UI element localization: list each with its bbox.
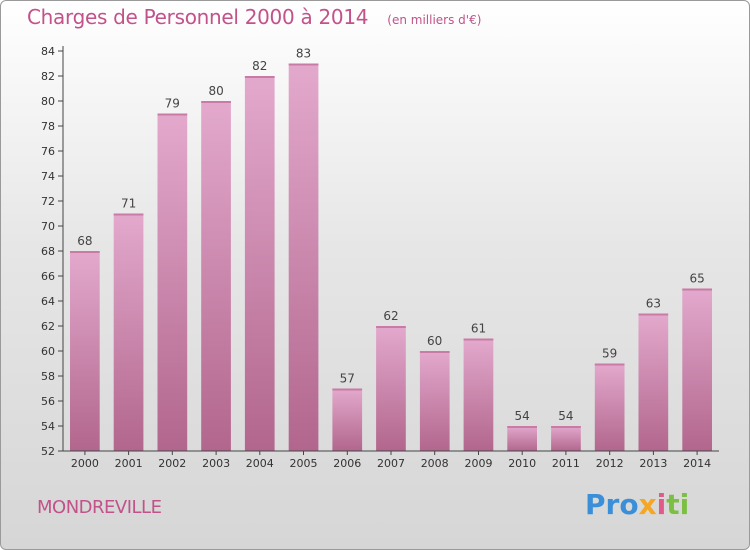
bar-top-edge <box>507 426 537 428</box>
bar-2012 <box>594 363 625 451</box>
y-tick-label: 76 <box>41 145 55 158</box>
bar-2004 <box>244 76 275 451</box>
bar-top-edge <box>332 388 363 391</box>
x-tick-label: 2004 <box>246 457 274 470</box>
y-tick-label: 74 <box>41 170 55 183</box>
x-tick-label: 2011 <box>552 457 580 470</box>
bar-2002 <box>157 113 188 451</box>
data-label: 71 <box>121 197 136 211</box>
bar-top-edge <box>70 251 100 253</box>
y-tick-label: 60 <box>41 345 55 358</box>
y-tick-label: 66 <box>41 270 55 283</box>
x-tick-label: 2009 <box>465 457 493 470</box>
bar-top-edge <box>594 363 625 366</box>
x-tick-label: 2008 <box>421 457 449 470</box>
bar-2007 <box>376 326 406 451</box>
bar-2014 <box>682 288 712 451</box>
bar-top-edge <box>419 351 450 353</box>
y-tick-label: 54 <box>41 420 55 433</box>
bar-top-edge <box>638 313 669 316</box>
y-tick-label: 68 <box>41 245 55 258</box>
y-tick-label: 70 <box>41 220 55 233</box>
bar-top-edge <box>682 288 712 291</box>
bar-2009 <box>463 338 494 451</box>
x-tick-label: 2010 <box>508 457 536 470</box>
bar-top-edge <box>113 213 144 216</box>
bar-top-edge <box>201 101 231 103</box>
y-tick-label: 58 <box>41 370 55 383</box>
y-tick-label: 52 <box>41 445 55 458</box>
bar-top-edge <box>376 326 406 328</box>
data-label: 65 <box>689 272 704 286</box>
town-name: MONDREVILLE <box>37 497 162 518</box>
x-tick-label: 2001 <box>115 457 143 470</box>
y-tick-label: 72 <box>41 195 55 208</box>
x-tick-label: 2002 <box>158 457 186 470</box>
bar-2008 <box>419 351 450 451</box>
x-tick-label: 2005 <box>290 457 318 470</box>
bar-2000 <box>70 251 100 451</box>
data-label: 62 <box>383 309 398 323</box>
y-tick-label: 82 <box>41 70 55 83</box>
chart-title: Charges de Personnel 2000 à 2014 <box>27 5 369 29</box>
x-tick-label: 2014 <box>683 457 711 470</box>
x-tick-label: 2006 <box>333 457 361 470</box>
bar-2010 <box>507 426 537 451</box>
title-row: Charges de Personnel 2000 à 2014 (en mil… <box>27 5 481 29</box>
data-label: 54 <box>558 409 573 423</box>
y-tick-label: 84 <box>41 45 55 58</box>
bar-2013 <box>638 313 669 451</box>
data-label: 80 <box>208 84 223 98</box>
bar-2005 <box>288 63 319 451</box>
data-label: 57 <box>340 372 355 386</box>
data-label: 79 <box>165 97 180 111</box>
data-label: 54 <box>515 409 530 423</box>
data-label: 63 <box>646 297 661 311</box>
x-tick-label: 2013 <box>639 457 667 470</box>
x-tick-label: 2003 <box>202 457 230 470</box>
chart-subtitle: (en milliers d'€) <box>387 13 482 27</box>
bar-top-edge <box>463 338 494 341</box>
axes-layer: 2000 2001 2002 2003 2004 2005 2006 2007 2008 2009… <box>41 45 719 470</box>
bar-2011 <box>551 426 581 451</box>
data-label: 83 <box>296 47 311 61</box>
y-tick-label: 56 <box>41 395 55 408</box>
bar-2001 <box>113 213 144 451</box>
bar-top-edge <box>551 426 581 428</box>
y-tick-label: 62 <box>41 320 55 333</box>
y-tick-label: 78 <box>41 120 55 133</box>
x-tick-label: 2007 <box>377 457 405 470</box>
bar-top-edge <box>288 63 319 66</box>
y-tick-label: 64 <box>41 295 55 308</box>
x-tick-label: 2012 <box>596 457 624 470</box>
data-label: 59 <box>602 347 617 361</box>
bars-layer: 68 71 79 80 82 83 57 62 60 61 54 54 59 63 65 <box>70 47 712 451</box>
data-label: 82 <box>252 59 267 73</box>
x-tick-label: 2000 <box>71 457 99 470</box>
bar-2003 <box>201 101 231 451</box>
bar-top-edge <box>244 76 275 78</box>
data-label: 60 <box>427 334 442 348</box>
data-label: 68 <box>77 234 92 248</box>
y-tick-label: 80 <box>41 95 55 108</box>
bar-2006 <box>332 388 363 451</box>
proxiti-logo: Proxiti <box>585 488 690 521</box>
data-label: 61 <box>471 322 486 336</box>
bar-top-edge <box>157 113 188 116</box>
